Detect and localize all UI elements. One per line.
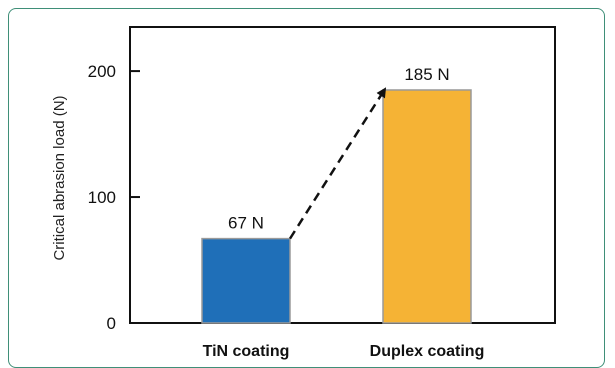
y-tick-label: 0 [107,314,116,333]
data-label: 185 N [404,65,449,84]
labels: 67 N TiN coating 185 N Duplex coating [203,65,485,360]
axes: 0 100 200 [88,26,556,333]
trend-arrow [288,87,387,240]
y-tick-label: 200 [88,62,116,81]
x-tick-label: Duplex coating [370,343,485,360]
figure-frame [8,8,605,368]
bars [201,89,472,324]
data-label: 67 N [228,214,264,233]
y-tick-label: 100 [88,188,116,207]
x-tick-label: TiN coating [203,343,290,360]
plot-border [129,26,556,324]
y-axis-title: Critical abrasion load (N) [51,95,68,260]
bar [382,89,472,324]
bar [201,237,291,324]
